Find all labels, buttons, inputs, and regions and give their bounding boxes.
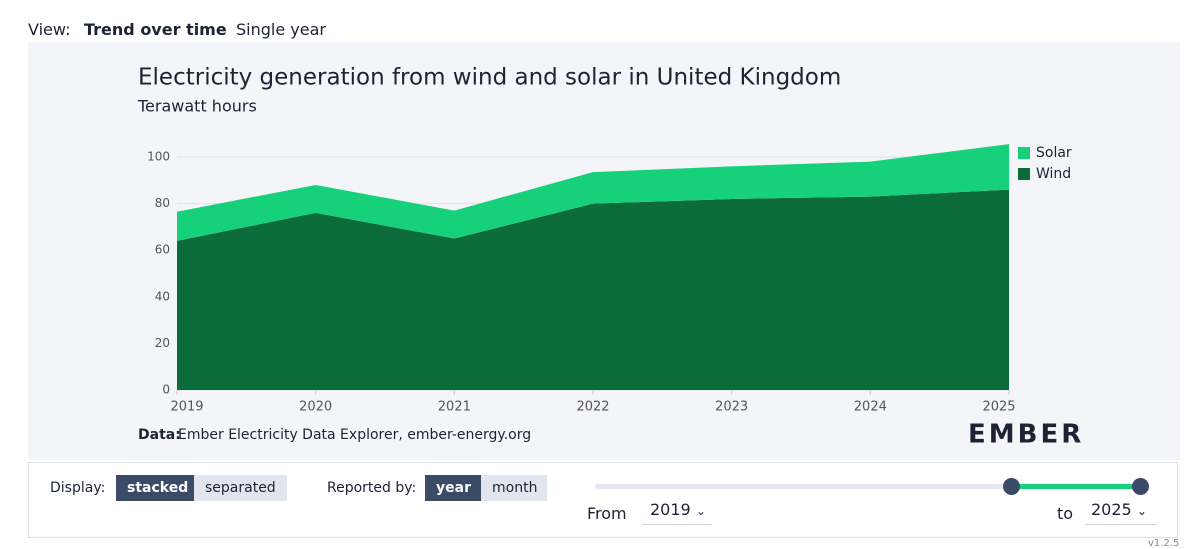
x-tick-label: 2024 bbox=[854, 400, 887, 415]
y-tick-label: 20 bbox=[155, 336, 170, 350]
x-tick-label: 2022 bbox=[576, 400, 609, 415]
chart: Electricity generation from wind and sol… bbox=[137, 65, 1084, 450]
y-tick-label: 0 bbox=[162, 383, 170, 397]
legend-swatch bbox=[1018, 147, 1030, 159]
x-tick-label: 2019 bbox=[170, 400, 203, 415]
legend-label: Solar bbox=[1036, 145, 1072, 161]
y-tick-label: 40 bbox=[155, 289, 170, 303]
source-label: Data: bbox=[138, 427, 181, 443]
option-button[interactable]: separated bbox=[194, 475, 287, 501]
controls-panel bbox=[28, 462, 1178, 538]
legend-label: Wind bbox=[1036, 166, 1071, 182]
option-button[interactable]: month bbox=[481, 475, 547, 501]
legend-swatch bbox=[1018, 168, 1030, 180]
version: v1.2.5 bbox=[1148, 538, 1180, 549]
reported-label: Reported by: bbox=[327, 480, 417, 496]
tab[interactable]: Trend over time bbox=[84, 20, 227, 39]
x-tick-label: 2020 bbox=[299, 400, 332, 415]
x-tick-label: 2023 bbox=[715, 400, 748, 415]
display-label: Display: bbox=[50, 480, 106, 496]
area bbox=[177, 144, 1009, 241]
area bbox=[177, 189, 1009, 390]
tab[interactable]: Single year bbox=[236, 20, 326, 39]
slider-range bbox=[1011, 484, 1140, 489]
y-tick-label: 80 bbox=[155, 196, 170, 210]
to-select[interactable]: 2025 ⌄ bbox=[1085, 500, 1157, 525]
slider-track bbox=[595, 484, 1140, 489]
slider-knob[interactable] bbox=[1003, 478, 1020, 495]
logo: EMBER bbox=[968, 420, 1084, 450]
slider-knob[interactable] bbox=[1132, 478, 1149, 495]
to-value: 2025 bbox=[1091, 500, 1132, 519]
y-tick-label: 60 bbox=[155, 243, 170, 257]
from-value: 2019 bbox=[650, 500, 691, 519]
from-select[interactable]: 2019 ⌄ bbox=[642, 500, 712, 525]
x-tick-label: 2021 bbox=[438, 400, 471, 415]
chart-title: Electricity generation from wind and sol… bbox=[138, 65, 841, 91]
option-button[interactable]: year bbox=[425, 475, 481, 501]
view-label: View: bbox=[28, 20, 71, 39]
source: Ember Electricity Data Explorer, ember-e… bbox=[178, 427, 531, 443]
chart-subtitle: Terawatt hours bbox=[137, 97, 257, 116]
y-tick-label: 100 bbox=[147, 150, 170, 164]
to-label: to bbox=[1057, 504, 1074, 523]
option-button[interactable]: stacked bbox=[116, 475, 194, 501]
from-label: From bbox=[587, 504, 627, 523]
x-tick-label: 2025 bbox=[982, 400, 1015, 415]
